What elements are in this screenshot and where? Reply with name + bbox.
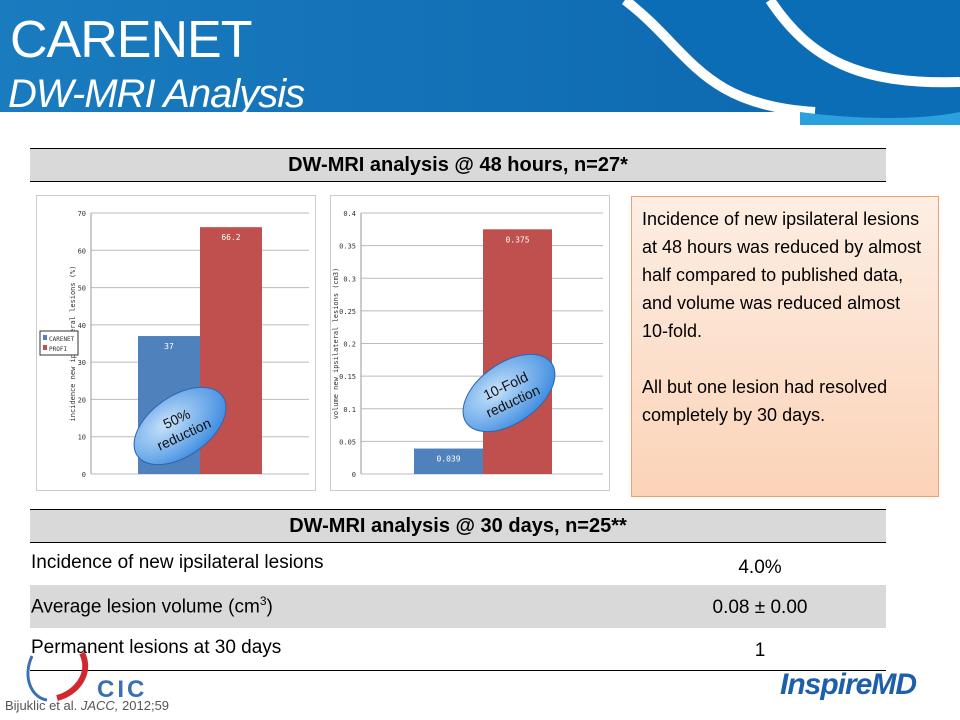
row-label: Permanent lesions at 30 days [31,637,282,658]
row-label-end: ) [266,596,273,618]
y-tick-label: 0.2 [343,341,356,349]
data-label: 0.039 [436,455,460,464]
annotation-ellipse [133,386,227,466]
y-tick-label: 0.25 [339,308,356,316]
row-value: 4.0% [738,557,782,578]
table-bottom-rule [30,670,886,671]
volume-chart: 0 0.05 0.1 0.15 0.2 0.25 0.3 0.35 0.4 volume new … [330,195,610,491]
data-label: 66.2 [221,233,240,242]
row-label: Incidence of new ipsilateral lesions [31,552,324,573]
cic-logo-graphic [26,651,89,702]
y-tick-label: 20 [78,396,86,404]
slide-subtitle: DW-MRI Analysis [8,72,305,112]
y-tick-label: 0.35 [339,243,356,251]
y-tick-label: 0.15 [339,373,356,381]
header-banner: CARENET DW-MRI Analysis [0,0,960,125]
y-tick-label: 0.4 [343,210,356,218]
banner-graphic [0,0,960,125]
citation-journal: JACC, [80,698,119,713]
annotation-ellipse-group: 50%reduction [133,386,227,466]
data-label: 37 [164,342,174,351]
citation-year: 2012;59 [118,698,170,713]
row-label-sup: 3 [259,594,267,608]
y-tick-label: 10 [78,434,86,442]
legend-swatch [43,345,47,350]
incidence-chart: 010203040506070incidence new ipsilateral… [36,195,316,491]
y-tick-label: 60 [78,247,86,255]
row-value: 1 [754,640,766,661]
summary-note: Incidence of new ipsilateral lesions at … [631,196,939,497]
legend-label: CARENET [49,336,75,343]
citation-authors: Bijuklic et al. [5,698,78,713]
y-tick-label: 0.05 [339,438,356,446]
section-48h-heading: DW-MRI analysis @ 48 hours, n=27* [30,148,886,182]
y-tick-label: 30 [78,359,86,367]
table-row: Average lesion volume (cm3) 0.08 ± 0.00 [30,585,886,628]
y-tick-label: 0.3 [343,275,356,283]
cic-logo-text: CIC [97,676,148,703]
slide-title: CARENET [10,11,252,69]
legend-swatch [43,335,47,340]
legend-label: PROFI [49,346,67,353]
y-axis-label: volume new ipsilateral lesions (cm3) [332,268,340,420]
row-label: Average lesion volume (cm3) [31,594,273,618]
y-tick-label: 50 [78,285,86,293]
note-paragraph-1: Incidence of new ipsilateral lesions at … [642,209,922,341]
y-tick-label: 40 [78,322,86,330]
table-row: Permanent lesions at 30 days 1 [30,628,886,671]
bar-profi [483,229,552,474]
y-tick-label: 0 [352,471,356,479]
citation: Bijuklic et al. JACC, 2012;59 [5,698,169,713]
section-30d-heading: DW-MRI analysis @ 30 days, n=25** [30,509,886,543]
cic-logo: CIC [97,676,147,704]
y-tick-label: 70 [78,210,86,218]
data-label: 0.375 [505,235,529,244]
table-row: Incidence of new ipsilateral lesions 4.0… [30,543,886,586]
y-tick-label: 0 [82,471,86,479]
note-paragraph-2: All but one lesion had resolved complete… [642,377,888,425]
inspiremd-logo: InspireMD [780,668,917,701]
y-tick-label: 0.1 [343,406,356,414]
annotation-ellipse [462,353,556,433]
bar-carenet [414,448,483,474]
row-label-text: Average lesion volume (cm [31,596,260,618]
row-value: 0.08 ± 0.00 [712,597,808,618]
